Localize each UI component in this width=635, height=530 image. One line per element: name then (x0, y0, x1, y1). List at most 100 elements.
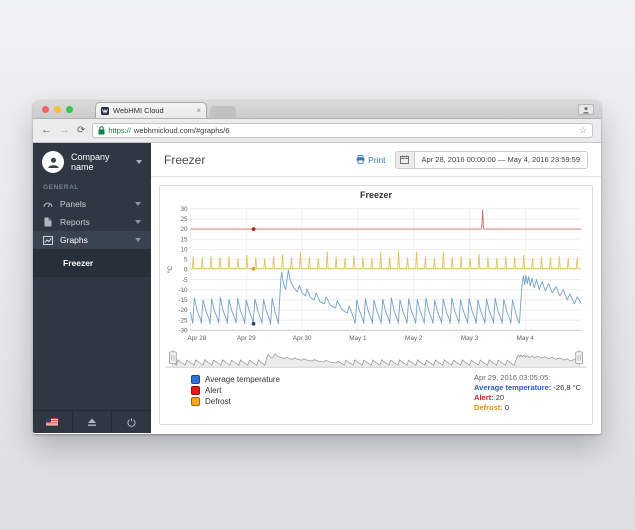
export-button[interactable] (73, 411, 113, 433)
date-range-picker[interactable]: Apr 28, 2016 00:00:00 — May 4, 2016 23:5… (394, 150, 588, 169)
navigator-handle-right[interactable] (575, 349, 583, 367)
browser-tab[interactable]: WebHMI Cloud × (95, 102, 207, 118)
browser-tabstrip: WebHMI Cloud × (33, 100, 601, 119)
printer-icon (356, 155, 365, 164)
tooltip-row: Defrost: 0 (474, 403, 510, 413)
webhmi-favicon (101, 106, 109, 115)
power-icon (127, 417, 136, 427)
svg-text:Apr 29: Apr 29 (237, 335, 256, 342)
svg-text:May 4: May 4 (517, 335, 535, 342)
sidebar-menu: Panels Reports Graphs (33, 195, 151, 249)
chart-panel: Freezer 30 25 20 15 10 5 0 -5 -10 -15 -20 -25 -30 Apr… (159, 185, 593, 425)
svg-text:May 3: May 3 (461, 335, 479, 342)
legend-label: Defrost (205, 397, 231, 407)
legend-swatch (191, 397, 200, 407)
sidebar-item-freezer[interactable]: Freezer (63, 258, 94, 268)
tooltip-rows: Average temperature: -26,8 °C Alert: 20 De… (474, 383, 581, 413)
chart-legend: Average temperature Alert Defrost (191, 373, 280, 408)
main-content: Freezer Print (151, 143, 601, 433)
svg-text:°C: °C (166, 266, 174, 274)
window-controls (42, 106, 73, 113)
calendar-icon (400, 155, 409, 164)
sidebar-footer (33, 410, 151, 433)
svg-text:May 2: May 2 (405, 335, 423, 342)
new-tab-button[interactable] (210, 106, 236, 118)
header-actions: Print Apr 28, 2016 00:00:00 — May 4, 201… (356, 150, 588, 169)
svg-text:-10: -10 (178, 287, 188, 294)
url-text: webhmicloud.com/#graphs/6 (133, 126, 230, 135)
legend-item[interactable]: Alert (191, 386, 280, 396)
tooltip-row: Alert: 20 (474, 393, 505, 403)
sidebar: Company name GENERAL Panels Reports Graphs… (33, 143, 151, 433)
tab-title: WebHMI Cloud (113, 106, 164, 115)
reload-button[interactable]: ⟳ (77, 124, 86, 136)
file-icon (43, 217, 53, 227)
svg-text:-5: -5 (182, 277, 188, 284)
legend-item[interactable]: Defrost (191, 397, 280, 407)
print-button[interactable]: Print (356, 154, 386, 165)
date-range-value[interactable]: Apr 28, 2016 00:00:00 — May 4, 2016 23:5… (414, 151, 587, 168)
address-bar[interactable]: https://webhmicloud.com/#graphs/6 ☆ (92, 123, 593, 138)
svg-text:10: 10 (180, 246, 188, 253)
page-header: Freezer Print (151, 143, 601, 177)
svg-text:-30: -30 (178, 327, 188, 334)
sidebar-item-graphs[interactable]: Graphs (33, 231, 151, 249)
tooltip-row: Average temperature: -26,8 °C (474, 383, 581, 393)
tooltip-timestamp: Apr 29, 2016 03:05:05: (474, 373, 551, 383)
chevron-down-icon (135, 202, 141, 206)
bookmark-star-icon[interactable]: ☆ (578, 125, 587, 135)
svg-text:25: 25 (180, 216, 188, 223)
svg-text:20: 20 (180, 226, 188, 233)
legend-item[interactable]: Average temperature (191, 375, 281, 385)
chart-title: Freezer (359, 190, 393, 200)
chevron-down-icon (135, 220, 141, 224)
language-button[interactable] (33, 411, 73, 433)
webhmi-app: Company name GENERAL Panels Reports Graphs… (33, 143, 601, 433)
svg-text:-25: -25 (178, 317, 188, 324)
svg-text:5: 5 (184, 257, 188, 264)
svg-text:30: 30 (180, 206, 188, 213)
logout-button[interactable] (112, 411, 151, 433)
sidebar-item-reports[interactable]: Reports (33, 213, 151, 231)
chevron-down-icon (136, 160, 142, 164)
company-menu[interactable]: Company name (33, 143, 151, 180)
back-button[interactable]: ← (41, 124, 52, 136)
us-flag-icon (46, 418, 59, 426)
page-title: Freezer (164, 152, 206, 167)
sidebar-item-label: Reports (60, 217, 90, 227)
forward-button[interactable]: → (59, 124, 70, 136)
gauge-icon (43, 199, 53, 209)
sidebar-item-label: Graphs (60, 235, 88, 245)
eject-icon (88, 418, 96, 426)
browser-profile-button[interactable] (578, 104, 594, 115)
company-avatar (42, 151, 64, 173)
minimize-window-button[interactable] (54, 106, 61, 113)
svg-text:May 1: May 1 (349, 335, 367, 342)
zoom-window-button[interactable] (66, 106, 73, 113)
calendar-addon[interactable] (395, 151, 415, 168)
browser-toolbar: ← → ⟳ https://webhmicloud.com/#graphs/6 … (33, 119, 601, 143)
legend-swatch (191, 375, 200, 385)
svg-text:0: 0 (184, 267, 188, 274)
svg-text:15: 15 (180, 236, 188, 243)
tooltip-box: Apr 29, 2016 03:05:05: Average temperatu… (474, 373, 581, 413)
chevron-down-icon (135, 238, 141, 242)
chart-navigator[interactable] (165, 348, 587, 371)
svg-text:Apr 30: Apr 30 (293, 335, 312, 342)
close-window-button[interactable] (42, 106, 49, 113)
legend-label: Average temperature (205, 375, 281, 385)
browser-window: WebHMI Cloud × ← → ⟳ https://webhmicloud… (33, 100, 601, 434)
navigator-handle-left[interactable] (169, 349, 177, 367)
chart-footer: Average temperature Alert Defrost Apr 29, … (165, 373, 587, 413)
print-label: Print (368, 154, 386, 165)
url-scheme: https:// (108, 126, 131, 135)
chart-icon (43, 235, 53, 245)
svg-text:-20: -20 (178, 307, 188, 314)
tab-close-icon[interactable]: × (196, 105, 201, 115)
company-name: Company name (71, 152, 110, 172)
padlock-icon (98, 126, 105, 135)
svg-text:Apr 28: Apr 28 (188, 335, 207, 342)
svg-text:-15: -15 (178, 297, 188, 304)
sidebar-item-panels[interactable]: Panels (33, 195, 151, 213)
